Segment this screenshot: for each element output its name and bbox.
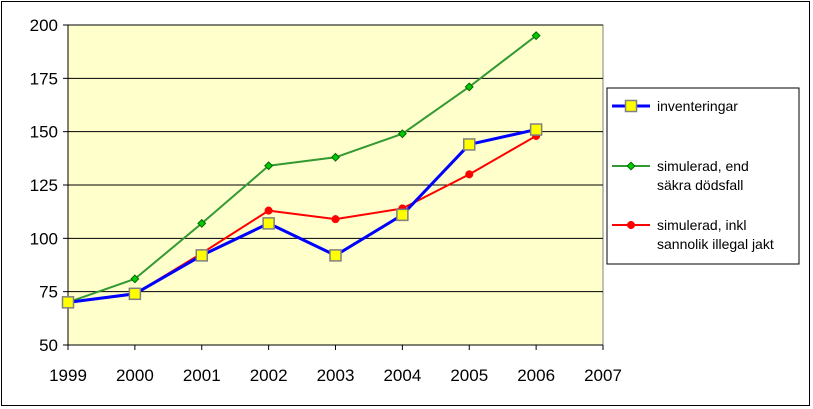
data-point-1 (264, 161, 274, 171)
y-tick-label: 200 (30, 16, 58, 35)
data-point-0 (329, 249, 342, 262)
data-point-2 (331, 215, 340, 224)
data-point-0 (61, 296, 75, 309)
x-tick-label: 2002 (250, 366, 288, 385)
data-point-1 (330, 152, 341, 162)
legend-label: simulerad, inkl (657, 217, 746, 233)
x-tick-label: 1999 (49, 366, 87, 385)
data-point-2 (264, 206, 273, 215)
legend-label: sannolik illegal jakt (657, 236, 774, 252)
series-group (61, 31, 543, 309)
legend-label: simulerad, end (657, 158, 749, 174)
legend-label: säkra dödsfall (657, 177, 743, 193)
x-tick-label: 2006 (517, 366, 555, 385)
y-tick-label: 125 (30, 176, 58, 195)
data-point-1 (197, 218, 207, 228)
data-point-1 (397, 129, 407, 139)
legend-marker-2 (626, 220, 636, 230)
x-tick-label: 2005 (450, 366, 488, 385)
legend-marker-1 (626, 161, 636, 171)
y-tick-label: 150 (30, 123, 58, 142)
x-tick-label: 2004 (383, 366, 421, 385)
gridlines (68, 24, 603, 293)
series-line-0 (67, 128, 537, 304)
data-point-0 (195, 249, 208, 262)
y-tick-label: 75 (39, 283, 58, 302)
y-tick-label: 175 (30, 69, 58, 88)
legend-label: inventeringar (657, 98, 738, 114)
data-point-0 (128, 287, 142, 301)
legend-marker-0 (624, 99, 638, 113)
legend: inventeringar simulerad, end säkra dödsfal… (606, 87, 800, 265)
x-axis-ticks: 1999 2000 2001 2002 2003 2004 2005 2006 2007 (49, 345, 622, 385)
x-tick-label: 2000 (116, 366, 154, 385)
data-point-0 (262, 217, 275, 230)
data-point-0 (529, 123, 543, 136)
data-point-1 (531, 31, 541, 41)
y-tick-label: 100 (30, 229, 58, 248)
x-tick-label: 2001 (183, 366, 221, 385)
data-point-2 (465, 170, 474, 179)
series-line-1 (67, 34, 537, 304)
x-tick-label: 2003 (317, 366, 355, 385)
y-tick-label: 50 (39, 336, 58, 355)
data-point-0 (396, 208, 409, 222)
data-point-1 (130, 274, 140, 284)
data-point-1 (464, 82, 474, 92)
y-axis-ticks: 50 75 100 125 150 175 200 (30, 16, 68, 355)
legend-box (606, 87, 800, 265)
x-tick-label: 2007 (584, 366, 622, 385)
data-point-0 (463, 138, 476, 151)
